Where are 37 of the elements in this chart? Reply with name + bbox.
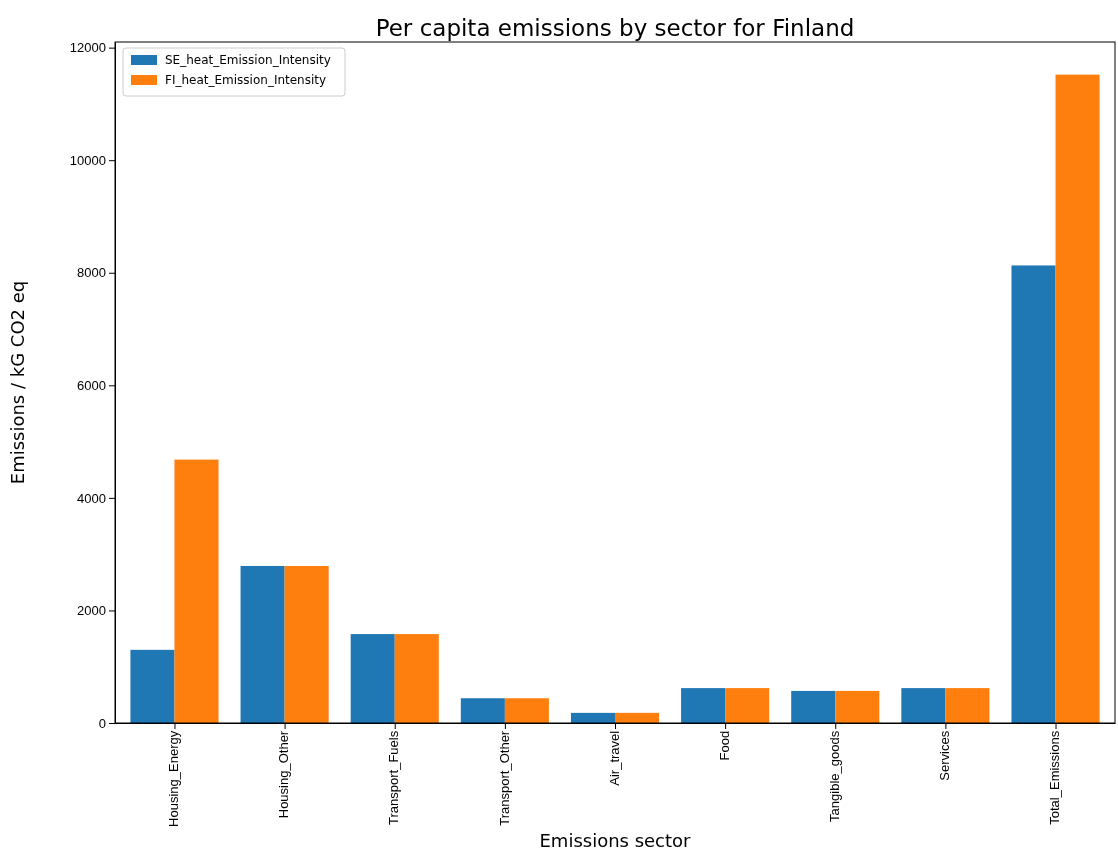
bar [901,688,946,723]
x-axis-title: Emissions sector [539,829,692,851]
x-tick-label: Housing_Other [276,730,292,819]
chart-title: Per capita emissions by sector for Finland [375,15,855,41]
x-tick-label: Tangible_goods [826,730,842,822]
legend-label: FI_heat_Emission_Intensity [165,73,327,87]
y-tick-label: 12000 [69,40,106,56]
x-tick-label: Total_Emissions [1047,730,1063,825]
x-tick-label: Food [716,730,732,761]
x-tick-label: Air_travel [606,730,622,786]
x-tick-label: Housing_Energy [166,730,182,827]
bar [681,688,726,723]
y-tick-label: 10000 [69,152,106,168]
bar [284,565,329,723]
y-tick-label: 8000 [77,265,106,281]
bar [130,649,175,723]
bar [725,688,770,723]
y-tick-label: 0 [98,715,106,731]
x-tick-label: Services [937,730,953,781]
bar [1055,74,1100,723]
x-tick-label: Transport_Other [496,730,512,826]
y-tick-label: 6000 [77,377,106,393]
bar [1011,265,1056,723]
bar [791,690,836,723]
bar [945,688,990,723]
y-tick-label: 2000 [77,603,106,619]
bar [394,634,439,723]
bar [460,698,505,723]
bar [504,698,549,723]
legend-label: SE_heat_Emission_Intensity [165,53,331,67]
bar [350,634,395,723]
x-tick-label: Transport_Fuels [386,730,402,825]
bar [835,690,880,723]
bar [240,565,285,723]
bar [174,459,219,723]
y-tick-label: 4000 [77,490,106,506]
y-axis-title: Emissions / kG CO2 eq [7,280,28,485]
